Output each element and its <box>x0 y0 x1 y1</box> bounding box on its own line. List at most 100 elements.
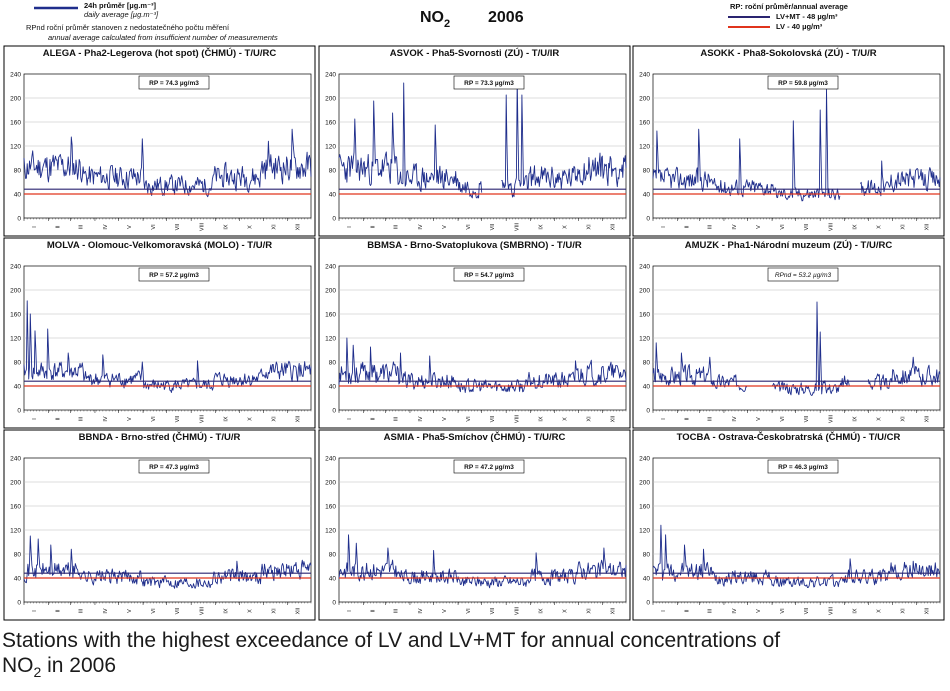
y-tick-label: 240 <box>639 72 650 79</box>
x-tick-label: XII <box>296 415 302 422</box>
y-tick-label: 0 <box>646 216 650 223</box>
x-tick-label: IX <box>852 608 858 614</box>
chart-panel-8: ASMIA - Pha5-Smíchov (ČHMÚ) - T/U/RC 0 40 8… <box>318 429 631 621</box>
chart-panel-6: AMUZK - Pha1-Národní muzeum (ZÚ) - T/U/R… <box>632 237 945 429</box>
x-tick-label: IX <box>852 416 858 422</box>
x-tick-label: VI <box>151 224 157 230</box>
x-tick-label: III <box>79 416 85 421</box>
chart-panel-9: TOCBA - Ostrava-Českobratrská (ČHMÚ) - T… <box>632 429 945 621</box>
panel-frame <box>632 45 945 237</box>
rp-annotation-box <box>138 267 210 282</box>
x-tick-label: VIII <box>514 222 520 231</box>
x-tick-label: IV <box>103 608 109 614</box>
x-tick-label: VIII <box>199 222 205 231</box>
y-tick-label: 120 <box>639 144 650 151</box>
y-tick-label: 120 <box>639 528 650 535</box>
rp-annotation: RP = 54.7 µg/m3 <box>464 272 514 279</box>
chart-panel-4: MOLVA - Olomouc-Velkomoravská (MOLO) - T… <box>3 237 316 429</box>
daily-series-line <box>338 534 627 589</box>
y-tick-label: 40 <box>643 384 651 391</box>
x-tick-label: X <box>876 609 882 613</box>
x-tick-label: IV <box>103 224 109 230</box>
rp-annotation-box <box>767 75 839 90</box>
x-tick-label: VII <box>490 415 496 422</box>
y-tick-label: 120 <box>639 336 650 343</box>
rp-annotation-box <box>138 75 210 90</box>
y-tick-label: 240 <box>10 264 21 271</box>
x-tick-label: VIII <box>514 414 520 423</box>
panel-frame <box>318 429 631 621</box>
x-tick-label: IV <box>418 224 424 230</box>
legend-daily-cz: 24h průměr [µg.m⁻³] <box>84 1 157 10</box>
rp-annotation-box <box>453 75 525 90</box>
x-tick-label: IX <box>852 224 858 230</box>
x-tick-label: VII <box>175 415 181 422</box>
rp-annotation: RP = 47.3 µg/m3 <box>149 464 199 471</box>
x-tick-label: V <box>127 225 133 229</box>
y-tick-label: 120 <box>325 528 336 535</box>
x-tick-label: VIII <box>199 414 205 423</box>
x-tick-label: X <box>247 609 253 613</box>
x-tick-label: IX <box>223 608 229 614</box>
x-tick-label: IV <box>732 224 738 230</box>
rp-annotation: RP = 73.3 µg/m3 <box>464 80 514 87</box>
chart-title-main: NO2 <box>420 9 450 30</box>
y-tick-label: 0 <box>332 216 336 223</box>
x-tick-label: I <box>32 418 38 420</box>
x-tick-label: XI <box>272 608 278 614</box>
legend-rpnd-en: annual average calculated from insuffici… <box>48 33 278 42</box>
y-tick-label: 80 <box>14 552 22 559</box>
x-tick-label: II <box>55 225 61 229</box>
caption-no: NO <box>2 654 34 677</box>
figure-caption: Stations with the highest exceedance of … <box>2 628 948 685</box>
x-tick-label: VI <box>151 608 157 614</box>
x-tick-label: IX <box>223 416 229 422</box>
panel-title: BBNDA - Brno-střed (ČHMÚ) - T/U/R <box>79 431 241 443</box>
x-tick-label: I <box>661 610 667 612</box>
panel-title: TOCBA - Ostrava-Českobratrská (ČHMÚ) - T… <box>677 431 901 443</box>
y-tick-label: 160 <box>325 312 336 319</box>
x-tick-label: X <box>247 417 253 421</box>
x-tick-label: II <box>684 417 690 421</box>
y-tick-label: 120 <box>325 336 336 343</box>
x-tick-label: VI <box>466 608 472 614</box>
x-tick-label: XI <box>587 416 593 422</box>
x-tick-label: XII <box>296 223 302 230</box>
rp-annotation-box <box>767 459 839 474</box>
panel-title: ASMIA - Pha5-Smíchov (ČHMÚ) - T/U/RC <box>384 431 566 443</box>
rp-annotation-box <box>453 459 525 474</box>
x-tick-label: XI <box>587 608 593 614</box>
x-tick-label: IV <box>732 416 738 422</box>
x-tick-label: V <box>756 417 762 421</box>
legend-lv: LV - 40 µg/m³ <box>776 22 823 31</box>
x-tick-label: VII <box>804 607 810 614</box>
panel-frame <box>3 429 316 621</box>
chart-grid: ALEGA - Pha2-Legerova (hot spot) (ČHMÚ) … <box>3 45 945 621</box>
x-tick-label: III <box>394 416 400 421</box>
x-tick-label: XII <box>296 607 302 614</box>
y-tick-label: 40 <box>329 384 337 391</box>
y-tick-label: 40 <box>14 576 22 583</box>
x-tick-label: V <box>756 609 762 613</box>
caption-rest: in 2006 <box>41 654 117 677</box>
daily-series-line <box>23 128 312 198</box>
x-tick-label: VI <box>466 416 472 422</box>
y-tick-label: 240 <box>325 72 336 79</box>
x-tick-label: V <box>127 417 133 421</box>
x-tick-label: VIII <box>828 606 834 615</box>
x-tick-label: X <box>562 225 568 229</box>
x-tick-label: III <box>708 416 714 421</box>
x-tick-label: IX <box>223 224 229 230</box>
x-tick-label: V <box>442 417 448 421</box>
y-tick-label: 240 <box>10 456 21 463</box>
y-tick-label: 160 <box>10 120 21 127</box>
x-tick-label: VII <box>490 223 496 230</box>
x-tick-label: XII <box>611 607 617 614</box>
y-tick-label: 160 <box>639 120 650 127</box>
y-tick-label: 120 <box>10 528 21 535</box>
x-tick-label: II <box>684 609 690 613</box>
rp-annotation: RP = 46.3 µg/m3 <box>778 464 828 471</box>
y-tick-label: 80 <box>643 168 651 175</box>
x-tick-label: I <box>661 226 667 228</box>
chart-panel-5: BBMSA - Brno-Svatoplukova (SMBRNO) - T/U… <box>318 237 631 429</box>
